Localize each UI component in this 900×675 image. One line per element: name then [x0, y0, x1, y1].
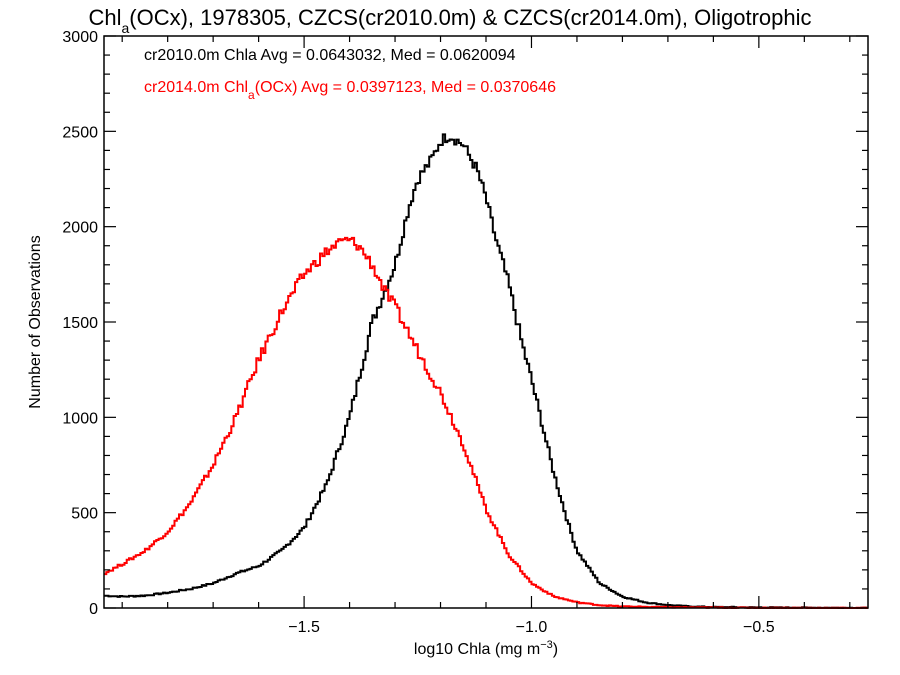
annotation-cr2014-stats: cr2014.0m Chla(OCx) Avg = 0.0397123, Med… — [144, 79, 556, 102]
y-tick-label: 0 — [89, 601, 98, 618]
tick-layer: −1.5 −1.0 −0.5 0 500 1000 1500 2000 2500 3000 — [62, 29, 868, 636]
y-tick-label: 1000 — [62, 410, 98, 427]
y-tick-label: 1500 — [62, 315, 98, 332]
y-tick-label: 3000 — [62, 29, 98, 46]
series-line-1 — [104, 236, 868, 609]
chart-title: Chla(OCx), 1978305, CZCS(cr2010.0m) & CZ… — [88, 5, 811, 36]
annotation-cr2010-stats: cr2010.0m Chla Avg = 0.0643032, Med = 0.… — [144, 47, 516, 64]
series-line-0 — [104, 133, 868, 609]
x-tick-label: −1.5 — [288, 619, 320, 636]
x-tick-label: −0.5 — [743, 619, 775, 636]
x-axis-label: log10 Chla (mg m−3) — [414, 639, 558, 658]
plot-frame — [103, 35, 869, 609]
y-tick-label: 500 — [71, 506, 98, 523]
y-axis-label: Number of Observations — [27, 235, 44, 408]
series-layer — [104, 133, 868, 609]
y-tick-label: 2500 — [62, 124, 98, 141]
y-tick-label: 2000 — [62, 220, 98, 237]
x-tick-label: −1.0 — [516, 619, 548, 636]
